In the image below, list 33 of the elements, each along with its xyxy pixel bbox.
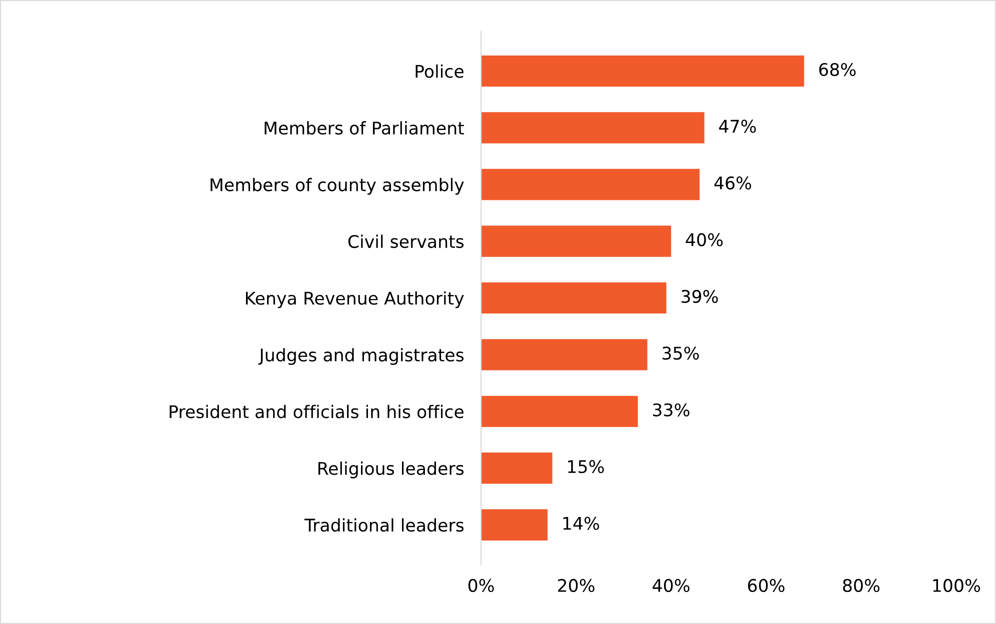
bar — [481, 509, 548, 540]
bar — [481, 168, 700, 200]
x-tick-label: 100% — [933, 578, 980, 592]
bar — [481, 226, 672, 257]
y-tick-label: Kenya Revenue Authority — [246, 291, 464, 308]
data-label: 35% — [662, 346, 699, 360]
x-tick-label: 0% — [468, 578, 494, 592]
y-tick-label: President and officials in his office — [170, 404, 464, 418]
y-tick-label: Civil servants — [348, 234, 464, 248]
y-tick-label: Judges and magistrates — [258, 348, 464, 365]
bar — [481, 396, 638, 428]
data-label: 14% — [563, 516, 600, 530]
bar — [481, 282, 666, 314]
data-label: 47% — [719, 120, 756, 133]
data-label: 33% — [653, 403, 690, 416]
data-label: 39% — [682, 290, 718, 303]
x-tick-label: 80% — [843, 578, 880, 592]
data-label: 15% — [568, 460, 604, 474]
y-tick-label: Members of Parliament — [264, 121, 464, 135]
bar — [481, 112, 704, 144]
bar — [481, 339, 648, 370]
bar — [481, 55, 804, 87]
y-tick-label: Members of county assembly — [210, 178, 464, 195]
data-label: 46% — [714, 176, 752, 190]
bar — [481, 452, 552, 484]
data-label: 68% — [819, 62, 856, 76]
data-label: 40% — [686, 233, 723, 246]
y-tick-label: Religious leaders — [318, 462, 464, 478]
x-tick-label: 20% — [558, 578, 594, 592]
y-tick-label: Traditional leaders — [304, 518, 464, 532]
y-tick-label: Police — [416, 64, 464, 78]
x-tick-label: 40% — [652, 578, 690, 592]
x-tick-label: 60% — [748, 578, 784, 592]
